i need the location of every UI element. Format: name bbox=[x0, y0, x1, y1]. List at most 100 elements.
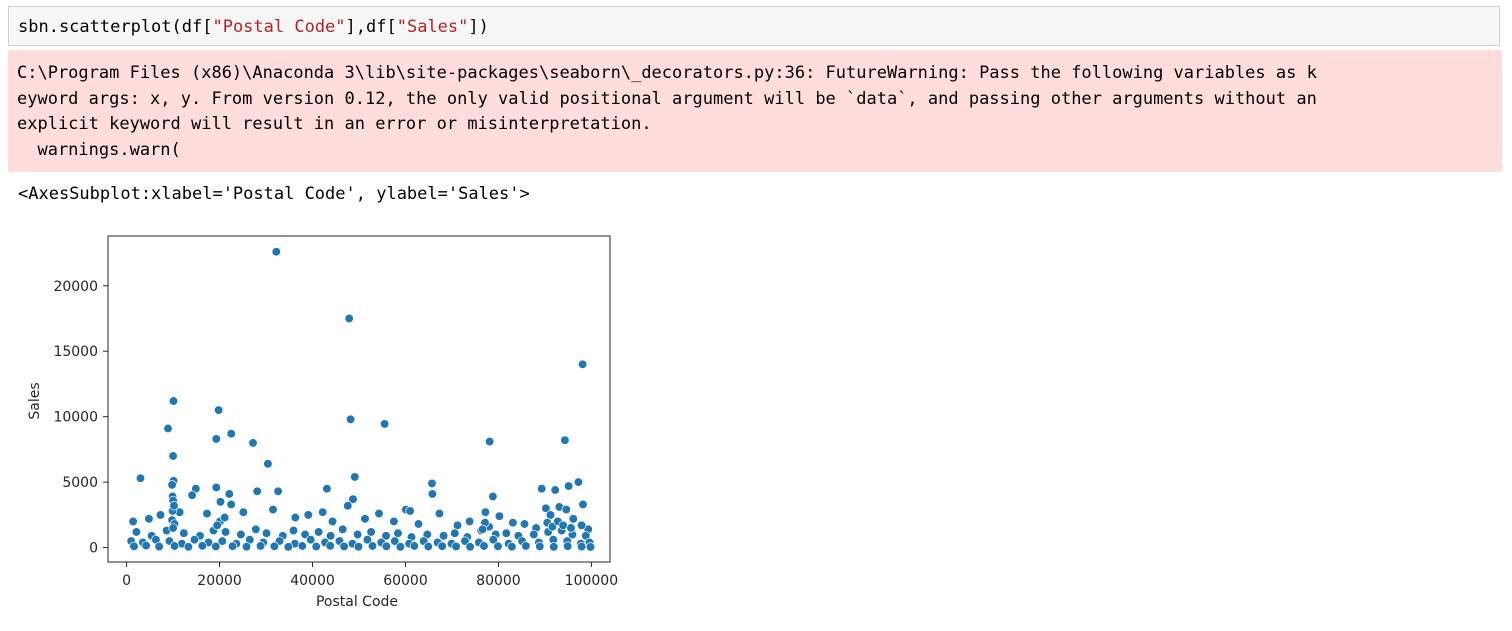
data-point-162 bbox=[465, 542, 475, 552]
axes-repr-output: <AxesSubplot:xlabel='Postal Code', ylabe… bbox=[18, 184, 530, 204]
data-point-79 bbox=[261, 528, 272, 538]
warning-line-4: warnings.warn( bbox=[17, 139, 181, 160]
data-point-11 bbox=[248, 438, 258, 448]
x-tick-label-1: 20000 bbox=[197, 573, 242, 589]
data-point-171 bbox=[585, 542, 596, 552]
data-point-117 bbox=[306, 535, 316, 545]
data-point-148 bbox=[269, 541, 280, 551]
data-point-15 bbox=[350, 472, 360, 482]
data-point-20 bbox=[573, 477, 584, 487]
data-point-28 bbox=[252, 486, 262, 496]
y-tick-label-0: 0 bbox=[89, 541, 98, 557]
data-point-165 bbox=[507, 542, 517, 552]
data-point-167 bbox=[535, 541, 545, 552]
data-point-157 bbox=[395, 542, 406, 552]
data-point-70 bbox=[131, 527, 142, 537]
data-point-23 bbox=[537, 484, 547, 494]
data-point-67 bbox=[545, 510, 556, 520]
warning-line-3: explicit keyword will result in an error… bbox=[17, 114, 652, 134]
data-point-146 bbox=[241, 542, 252, 552]
data-point-183 bbox=[576, 520, 587, 530]
data-point-12 bbox=[484, 436, 495, 447]
data-point-9 bbox=[211, 434, 221, 444]
data-point-63 bbox=[494, 511, 505, 521]
data-point-51 bbox=[128, 516, 138, 527]
data-point-19 bbox=[427, 478, 437, 489]
data-point-26 bbox=[322, 484, 332, 494]
data-point-55 bbox=[327, 516, 338, 527]
y-tick-label-1: 5000 bbox=[62, 475, 98, 491]
warning-output: C:\Program Files (x86)\Anaconda 3\lib\si… bbox=[8, 50, 1502, 172]
code-string-postal-code: "Postal Code" bbox=[212, 17, 346, 37]
data-point-153 bbox=[339, 541, 349, 552]
data-point-31 bbox=[427, 489, 438, 499]
data-point-44 bbox=[374, 508, 384, 519]
data-point-60 bbox=[452, 520, 463, 530]
data-point-52 bbox=[155, 510, 166, 520]
code-text-prefix: sbn.scatterplot(df[ bbox=[18, 17, 213, 37]
data-point-54 bbox=[290, 512, 300, 523]
data-point-59 bbox=[434, 508, 445, 519]
data-point-88 bbox=[381, 531, 391, 541]
data-point-68 bbox=[568, 514, 578, 524]
data-point-161 bbox=[451, 541, 461, 552]
data-point-21 bbox=[563, 481, 574, 491]
data-point-45 bbox=[303, 510, 313, 520]
y-tick-label-2: 10000 bbox=[53, 410, 98, 426]
data-point-182 bbox=[566, 523, 576, 533]
y-tick-label-3: 15000 bbox=[53, 344, 98, 360]
data-point-176 bbox=[169, 501, 179, 511]
data-point-48 bbox=[238, 507, 248, 517]
data-point-76 bbox=[220, 527, 231, 537]
data-point-180 bbox=[558, 520, 568, 530]
data-point-97 bbox=[501, 528, 511, 538]
data-point-10 bbox=[560, 435, 570, 445]
data-point-40 bbox=[226, 499, 236, 510]
data-point-152 bbox=[325, 541, 335, 551]
data-point-18 bbox=[167, 480, 177, 490]
data-point-1 bbox=[344, 313, 354, 324]
data-point-4 bbox=[213, 405, 224, 415]
data-point-78 bbox=[251, 524, 261, 534]
data-point-163 bbox=[479, 541, 489, 551]
data-point-57 bbox=[389, 516, 399, 527]
data-point-50 bbox=[144, 514, 154, 524]
data-point-138 bbox=[129, 541, 139, 551]
data-point-159 bbox=[423, 541, 433, 552]
code-text-suffix: ]) bbox=[468, 17, 489, 37]
data-point-158 bbox=[409, 541, 419, 551]
data-point-6 bbox=[379, 419, 390, 429]
data-point-41 bbox=[343, 501, 353, 511]
data-point-77 bbox=[236, 529, 246, 540]
data-point-186 bbox=[477, 524, 488, 534]
data-point-5 bbox=[345, 414, 356, 424]
data-point-83 bbox=[313, 527, 324, 537]
data-point-3 bbox=[168, 396, 179, 406]
data-point-43 bbox=[405, 506, 415, 516]
code-string-sales: "Sales" bbox=[396, 17, 469, 37]
data-point-170 bbox=[576, 541, 587, 552]
warning-line-2: eyword args: x, y. From version 0.12, th… bbox=[17, 88, 1317, 109]
data-point-99 bbox=[529, 529, 539, 540]
data-point-0 bbox=[271, 247, 281, 257]
data-point-189 bbox=[220, 512, 230, 523]
data-point-22 bbox=[550, 485, 560, 495]
data-point-85 bbox=[338, 524, 348, 534]
data-point-8 bbox=[226, 429, 236, 439]
warning-line-1: C:\Program Files (x86)\Anaconda 3\lib\si… bbox=[17, 63, 1317, 83]
data-point-160 bbox=[437, 541, 447, 551]
x-tick-label-4: 80000 bbox=[476, 573, 521, 589]
data-point-46 bbox=[318, 507, 328, 517]
data-point-35 bbox=[215, 497, 226, 507]
data-point-147 bbox=[255, 541, 266, 551]
data-point-29 bbox=[224, 489, 234, 499]
data-point-121 bbox=[362, 535, 373, 545]
data-point-144 bbox=[211, 541, 221, 552]
x-tick-label-3: 60000 bbox=[383, 573, 428, 589]
data-point-145 bbox=[227, 541, 238, 551]
data-point-47 bbox=[268, 504, 278, 515]
code-cell[interactable]: sbn.scatterplot(df["Postal Code"],df["Sa… bbox=[8, 6, 1500, 46]
data-point-7 bbox=[163, 423, 173, 434]
data-point-64 bbox=[508, 518, 518, 528]
data-point-111 bbox=[217, 536, 227, 546]
